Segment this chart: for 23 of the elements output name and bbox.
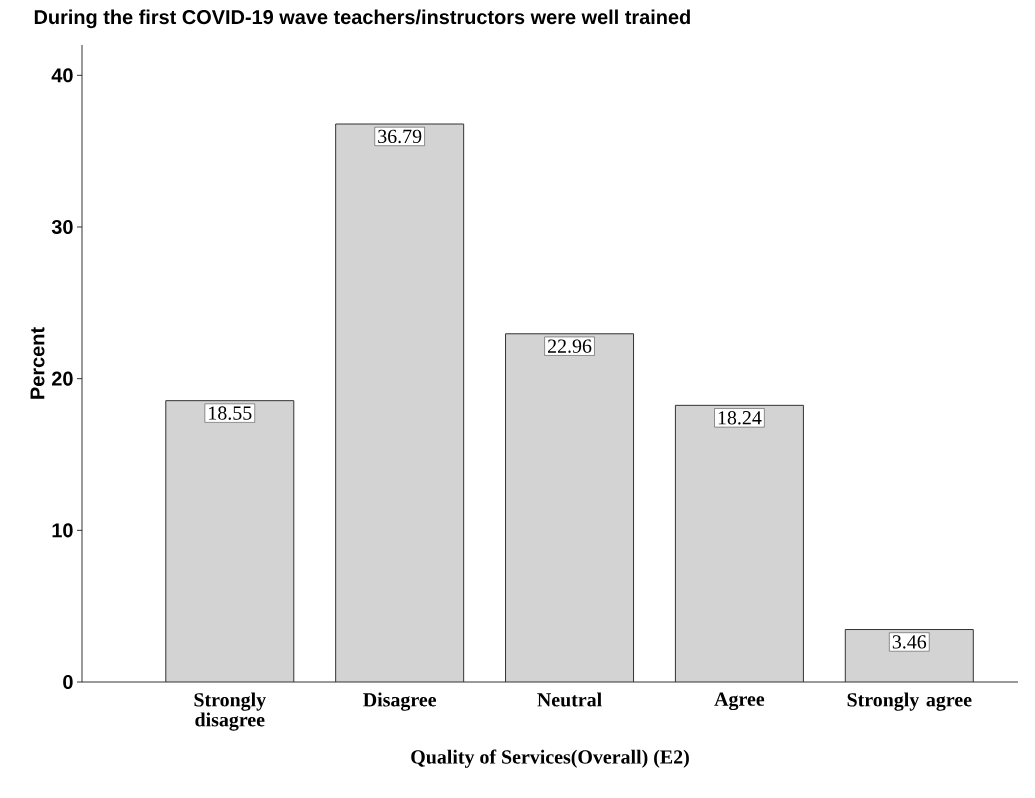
y-axis-title: Percent [30, 327, 45, 399]
bar [844, 629, 974, 682]
y-tick-label: 10 [52, 523, 73, 538]
x-tick-label: Strongly disagree [194, 692, 266, 731]
y-tick-label: 20 [52, 371, 73, 386]
data-label: 22.96 [548, 339, 592, 353]
x-tick-label: Neutral [537, 692, 602, 707]
x-tick-label: Agree [714, 692, 765, 711]
bar [505, 333, 635, 682]
bar [674, 404, 804, 682]
y-tick-label: 30 [51, 219, 73, 235]
x-tick-label: Disagree [363, 692, 437, 711]
data-label: 18.55 [209, 406, 252, 420]
bar [335, 123, 465, 682]
data-label: 36.79 [378, 129, 422, 144]
y-tick-label: 40 [51, 68, 73, 83]
y-tick-label: 0 [63, 674, 73, 690]
chart-title: During the first COVID-19 wave teachers/instructors were well trained [34, 9, 690, 29]
bar [165, 400, 295, 682]
x-axis-title: Quality of Services(Overall) (E2) [411, 749, 689, 768]
x-tick-label: Strongly agree [847, 692, 972, 711]
data-label: 3.46 [892, 635, 927, 649]
data-label: 18.24 [718, 411, 762, 425]
